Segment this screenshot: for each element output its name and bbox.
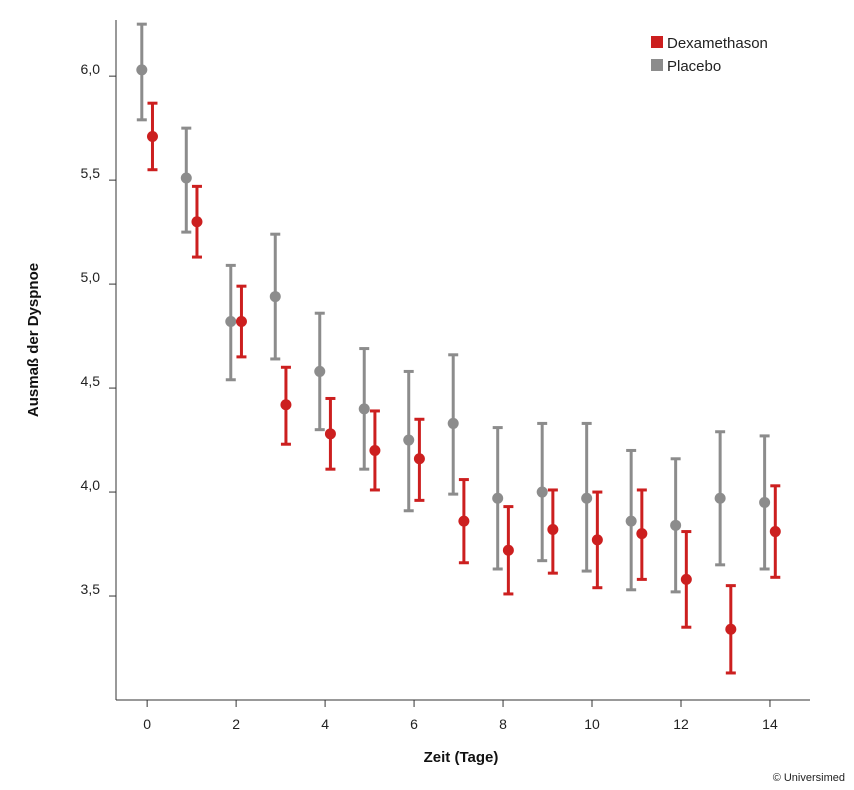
- axes: [115, 20, 810, 701]
- data-point-placebo: [180, 172, 192, 184]
- series-dexamethason: [146, 101, 781, 675]
- x-tick-label: 6: [410, 716, 418, 732]
- series-placebo: [136, 22, 771, 594]
- data-point-dexamethason: [502, 544, 514, 556]
- y-axis-title: Ausmaß der Dyspnoe: [25, 263, 42, 417]
- data-point-dexamethason: [591, 534, 603, 546]
- x-tick-label: 0: [143, 716, 151, 732]
- data-point-dexamethason: [413, 453, 425, 465]
- data-point-placebo: [581, 492, 593, 504]
- data-point-dexamethason: [280, 399, 292, 411]
- data-point-placebo: [314, 365, 326, 377]
- x-tick-label: 10: [584, 716, 600, 732]
- legend-swatch-dexamethason: [651, 36, 663, 48]
- data-point-placebo: [447, 417, 459, 429]
- y-axis-ticks: 3,5 4,0 4,5 5,0 5,5 6,0: [81, 61, 116, 597]
- legend-label-placebo: Placebo: [667, 58, 721, 75]
- data-point-placebo: [536, 486, 548, 498]
- y-tick-label: 5,5: [81, 165, 101, 181]
- data-point-placebo: [714, 492, 726, 504]
- data-point-placebo: [625, 515, 637, 527]
- y-tick-label: 4,5: [81, 373, 101, 389]
- x-tick-label: 12: [673, 716, 689, 732]
- data-point-dexamethason: [324, 428, 336, 440]
- data-point-dexamethason: [547, 523, 559, 535]
- data-point-dexamethason: [680, 573, 692, 585]
- data-point-dexamethason: [769, 526, 781, 538]
- x-axis-ticks: 0 2 4 6 8 10 12 14: [143, 700, 778, 732]
- legend: Dexamethason Placebo: [651, 35, 768, 75]
- data-point-dexamethason: [191, 216, 203, 228]
- data-point-placebo: [492, 492, 504, 504]
- data-point-placebo: [670, 519, 682, 531]
- data-point-placebo: [136, 64, 148, 76]
- legend-swatch-placebo: [651, 59, 663, 71]
- data-point-dexamethason: [146, 130, 158, 142]
- data-point-placebo: [358, 403, 370, 415]
- x-axis-title: Zeit (Tage): [424, 749, 499, 766]
- x-tick-label: 4: [321, 716, 329, 732]
- plot-area: [136, 22, 781, 675]
- data-point-placebo: [225, 316, 237, 328]
- data-point-placebo: [403, 434, 415, 446]
- x-tick-label: 8: [499, 716, 507, 732]
- data-point-dexamethason: [235, 316, 247, 328]
- y-tick-label: 5,0: [81, 269, 101, 285]
- data-point-dexamethason: [458, 515, 470, 527]
- y-tick-label: 4,0: [81, 477, 101, 493]
- data-point-placebo: [269, 291, 281, 303]
- y-tick-label: 3,5: [81, 581, 101, 597]
- data-point-dexamethason: [636, 528, 648, 540]
- data-point-placebo: [759, 496, 771, 508]
- x-tick-label: 14: [762, 716, 778, 732]
- data-point-dexamethason: [369, 444, 381, 456]
- y-tick-label: 6,0: [81, 61, 101, 77]
- copyright-credit: © Universimed: [773, 772, 845, 784]
- data-point-dexamethason: [725, 623, 737, 635]
- legend-label-dexamethason: Dexamethason: [667, 35, 768, 52]
- x-tick-label: 2: [232, 716, 240, 732]
